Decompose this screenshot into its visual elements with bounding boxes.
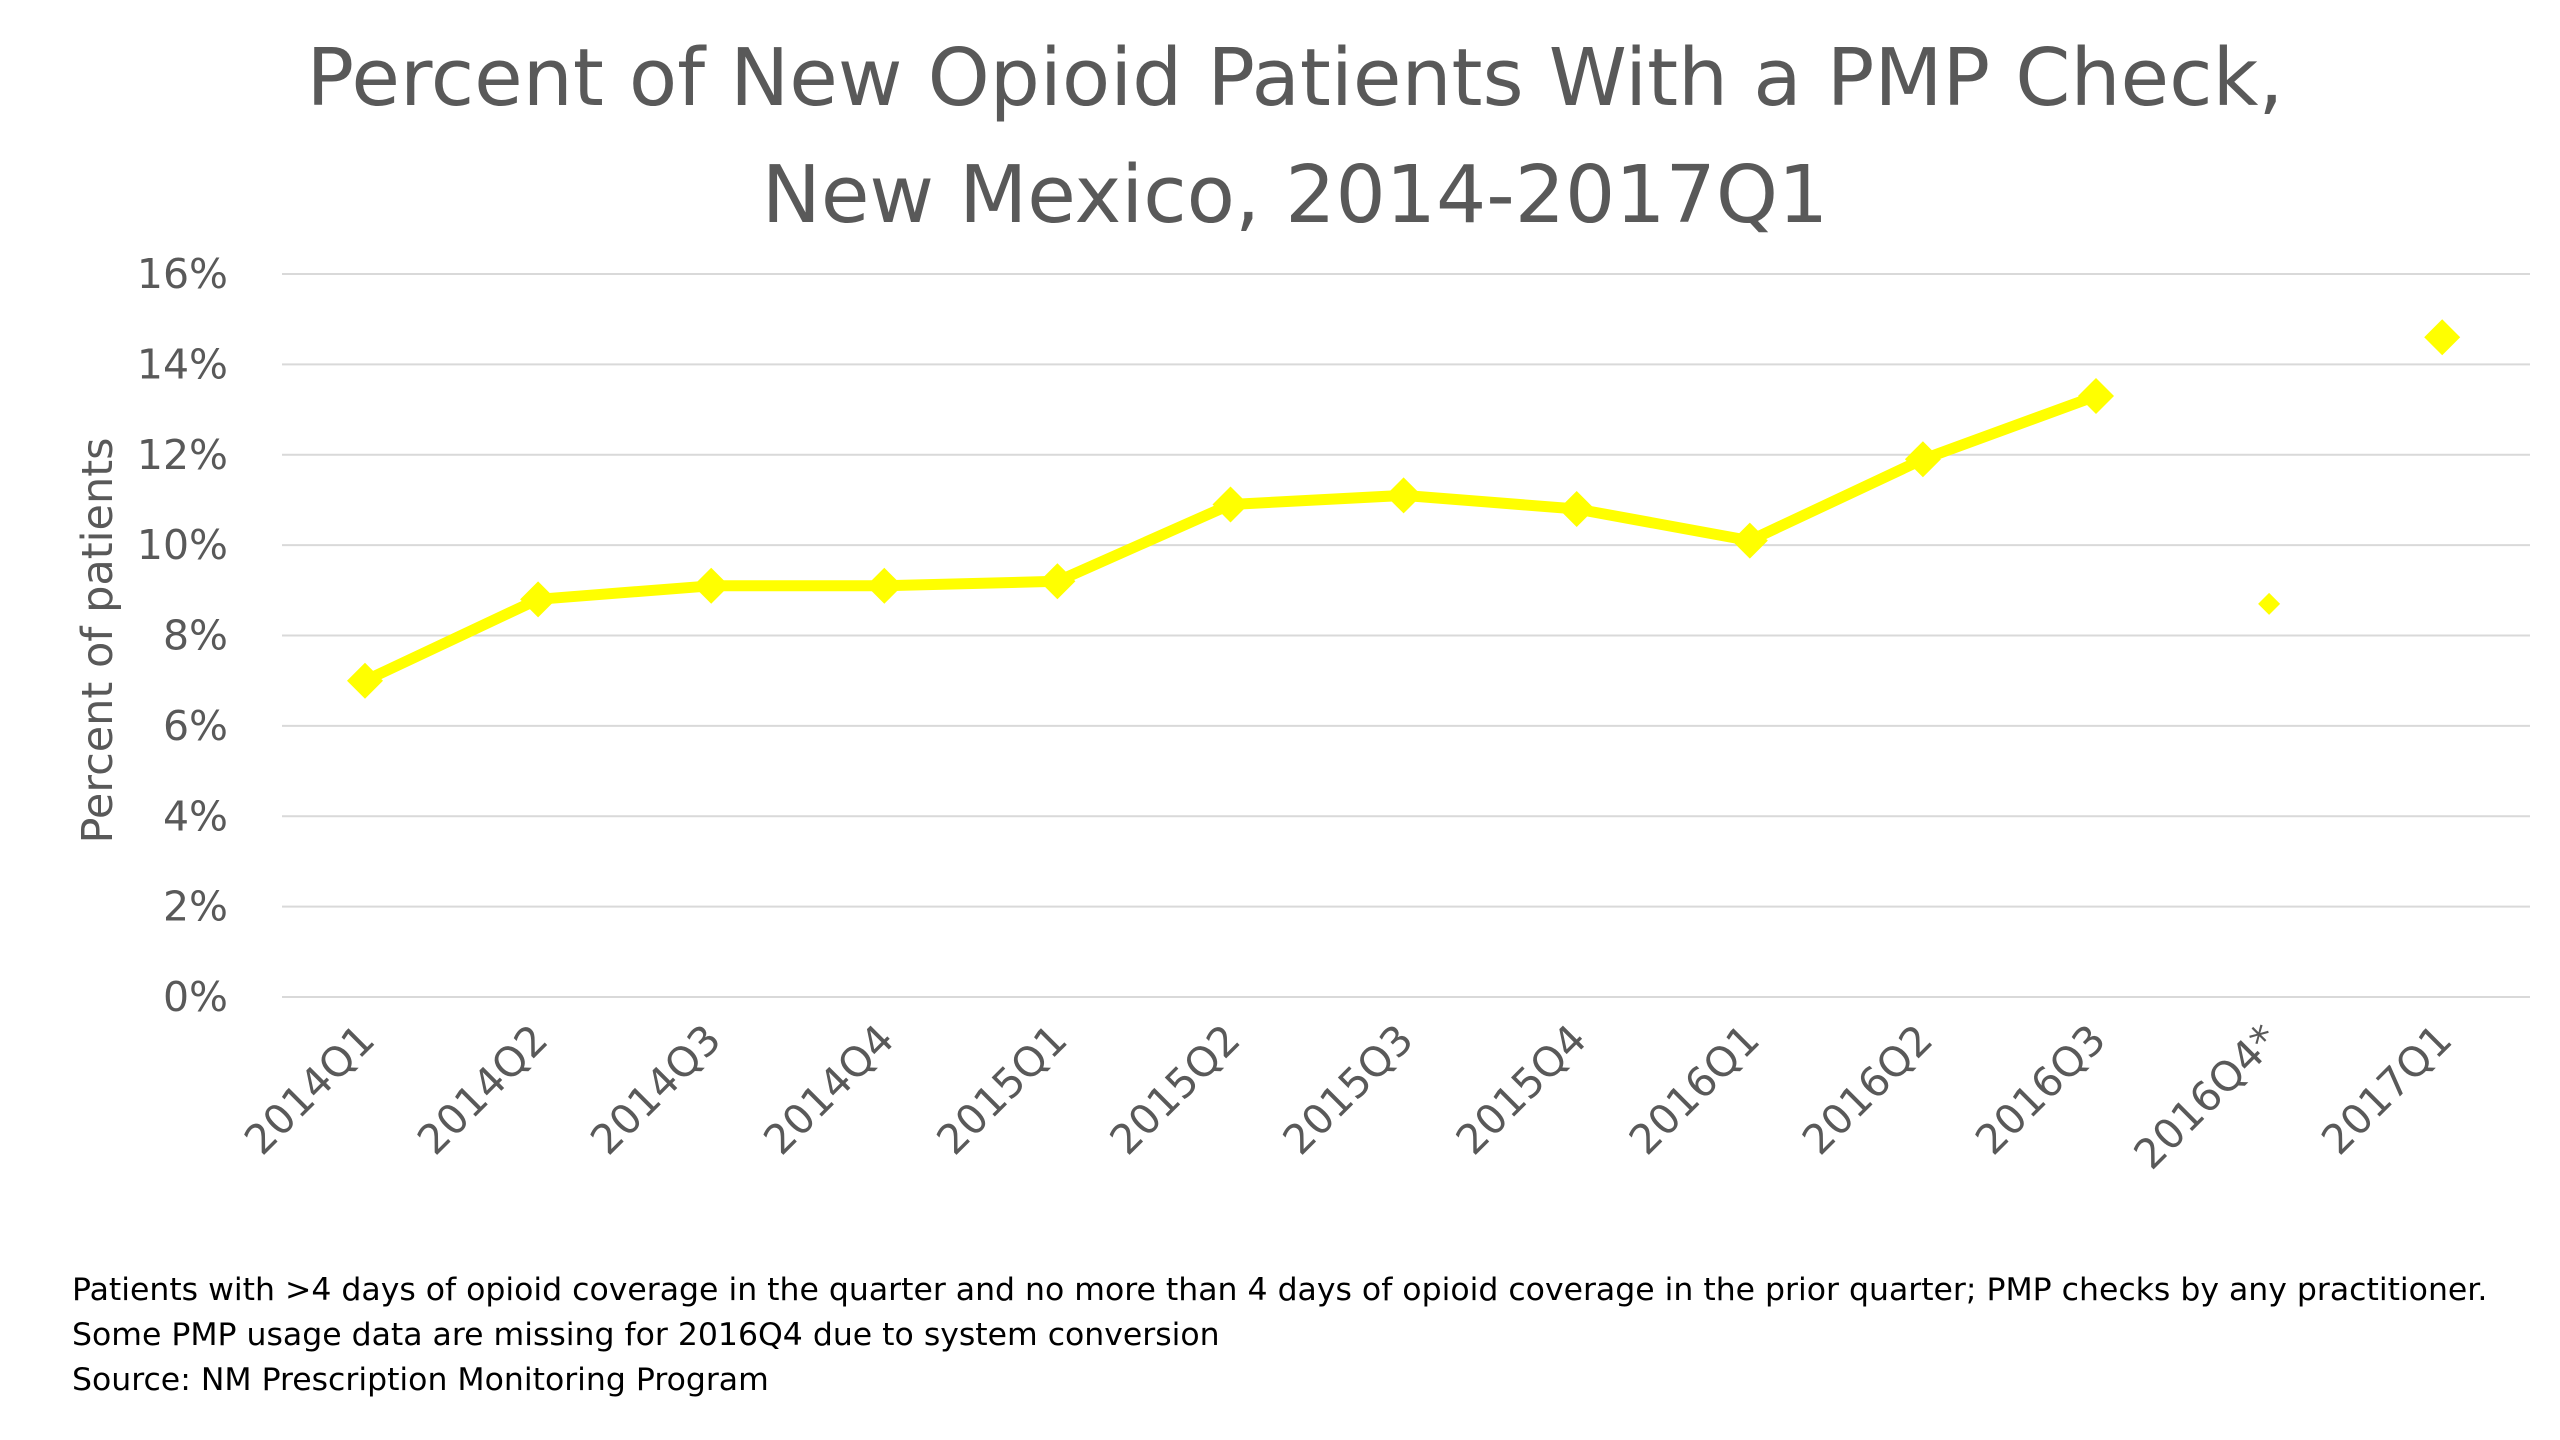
series-line-segment — [359, 390, 2102, 687]
footnote-definition: Patients with >4 days of opioid coverage… — [72, 1272, 2488, 1308]
y-tick-label: 0% — [163, 973, 228, 1021]
footnote-source: Source: NM Prescription Monitoring Progr… — [72, 1362, 769, 1398]
y-tick-label: 12% — [137, 431, 228, 479]
data-point-marker — [1558, 490, 1595, 527]
x-tick-label: 2015Q3 — [1274, 1015, 1423, 1164]
y-axis-title: Percent of patients — [73, 437, 123, 843]
x-tick-label: 2014Q4 — [754, 1015, 903, 1164]
x-axis-tick-labels: 2014Q1 2014Q2 2014Q3 2014Q4 2015Q1 2015Q2 2015… — [235, 1015, 2461, 1178]
footnote-missing-data: Some PMP usage data are missing for 2016… — [72, 1317, 1220, 1353]
y-tick-label: 8% — [163, 612, 228, 660]
y-tick-label: 10% — [137, 521, 228, 569]
x-tick-label: 2014Q3 — [581, 1015, 730, 1164]
y-axis-tick-labels: 0% 2% 4% 6% 8% 10% 12% 14% 16% — [137, 250, 228, 1021]
series-markers — [347, 319, 2461, 699]
series-line — [359, 390, 2102, 687]
data-point-marker — [2424, 319, 2461, 356]
data-point-marker — [866, 567, 903, 604]
footnotes: Patients with >4 days of opioid coverage… — [72, 1268, 2487, 1403]
data-point-marker — [2078, 378, 2114, 415]
chart-title: Percent of New Opioid Patients With a PM… — [307, 32, 2284, 241]
y-tick-label: 6% — [163, 702, 228, 750]
data-point-marker — [1212, 486, 1249, 523]
chart-title-line-2: New Mexico, 2014-2017Q1 — [762, 149, 1829, 241]
data-point-marker — [1039, 563, 1076, 600]
x-tick-label: 2015Q1 — [927, 1015, 1076, 1164]
x-tick-label: 2014Q2 — [408, 1015, 557, 1164]
y-tick-label: 14% — [137, 340, 228, 388]
data-point-marker — [1385, 477, 1422, 514]
y-axis-title-text: Percent of patients — [73, 437, 123, 843]
data-point-marker — [1731, 522, 1768, 559]
x-tick-label: 2016Q3 — [1966, 1015, 2115, 1164]
gridlines — [282, 273, 2530, 998]
x-tick-label: 2016Q2 — [1793, 1015, 1942, 1164]
y-tick-label: 16% — [137, 250, 228, 298]
x-tick-label: 2016Q1 — [1620, 1015, 1769, 1164]
data-point-marker — [2258, 592, 2281, 615]
x-tick-label: 2015Q4 — [1447, 1015, 1596, 1164]
y-tick-label: 2% — [163, 883, 228, 931]
data-point-marker — [693, 567, 730, 604]
x-tick-label: 2017Q1 — [2312, 1015, 2461, 1164]
y-tick-label: 4% — [163, 792, 228, 840]
x-tick-label: 2014Q1 — [235, 1015, 384, 1164]
data-point-marker — [520, 581, 557, 618]
chart-title-line-1: Percent of New Opioid Patients With a PM… — [307, 32, 2284, 124]
data-point-marker — [347, 662, 383, 699]
data-point-marker — [1904, 441, 1941, 478]
x-tick-label: 2016Q4* — [2125, 1015, 2288, 1178]
x-tick-label: 2015Q2 — [1101, 1015, 1250, 1164]
